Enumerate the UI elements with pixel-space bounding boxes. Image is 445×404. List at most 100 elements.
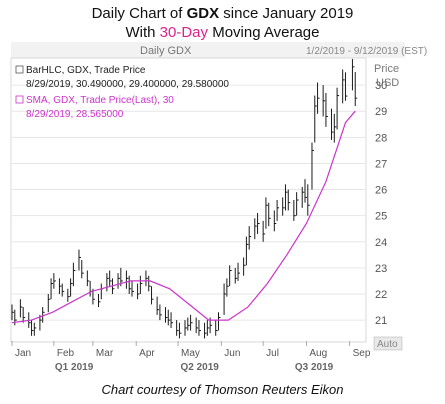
price-bar-2019-06-21	[248, 226, 252, 250]
price-bar-2019-03-05	[98, 294, 101, 308]
y-tick-label-27: 27	[375, 158, 387, 170]
y-tick-label-26: 26	[375, 185, 387, 197]
y-axis-ticks: 21 22 23 24 25 26 27 28 29 30	[375, 80, 387, 327]
price-bar-2019-08-05	[311, 142, 314, 190]
y-tick-label-30: 30	[375, 80, 387, 92]
legend-price-label: BarHLC, GDX, Trade Price	[26, 65, 146, 76]
price-bar-2019-04-02	[137, 283, 140, 300]
price-bar-2019-06-19	[245, 236, 249, 266]
chart-title: Daily Chart of GDX since January 2019 Wi…	[0, 4, 445, 42]
price-bar-2019-06-25	[254, 218, 257, 240]
price-bar-2019-04-04	[139, 275, 143, 294]
price-bar-2019-03-11	[106, 273, 109, 292]
panel-header	[11, 42, 405, 58]
price-bar-2019-04-30	[176, 320, 179, 336]
subtitle-highlight: 30-Day	[159, 24, 209, 41]
price-bar-2019-02-13	[70, 278, 73, 297]
auto-scale-button[interactable]	[373, 336, 403, 351]
price-bar-2019-03-25	[125, 270, 129, 289]
x-tick-label-Aug: Aug	[309, 348, 327, 359]
price-bar-2019-05-14	[195, 317, 199, 334]
price-bar-2019-09-05	[354, 72, 358, 106]
x-axis-ticks: Jan Feb Mar Apr May Jun Jul Aug Sep	[11, 341, 371, 359]
price-bar-2019-07-03	[265, 197, 268, 229]
price-bar-2019-06-13	[237, 262, 241, 281]
price-bar-2019-01-30	[50, 278, 54, 300]
price-bar-2019-02-19	[78, 249, 81, 271]
price-bar-2019-05-02	[178, 322, 182, 339]
title-line-2: With 30-Day Moving Average	[0, 23, 445, 42]
price-bars	[11, 59, 358, 339]
price-bar-2019-07-09	[273, 210, 277, 232]
y-tick-label-29: 29	[375, 106, 387, 118]
x-tick-label-Jan: Jan	[15, 348, 31, 359]
price-bar-2019-01-16	[31, 320, 34, 336]
price-bar-2019-05-28	[215, 320, 218, 336]
auto-scale-label: Auto	[377, 339, 398, 350]
legend-price-swatch	[15, 65, 24, 74]
x-quarter-label-0: Q1 2019	[55, 362, 94, 373]
x-tick-label-Feb: Feb	[57, 348, 75, 359]
x-tick-label-May: May	[181, 348, 200, 359]
price-bar-2019-08-23	[336, 87, 340, 130]
price-bar-2019-04-18	[159, 304, 162, 321]
price-bar-2019-01-28	[47, 294, 51, 313]
price-bar-2019-08-15	[325, 92, 328, 127]
x-tick-label-Mar: Mar	[96, 348, 114, 359]
price-bar-2019-05-16	[198, 320, 201, 336]
price-bar-2019-03-19	[117, 273, 121, 289]
legend-sma-swatch	[15, 95, 24, 104]
legend-sma-values: 8/29/2019, 28.565000	[26, 109, 124, 120]
price-bar-2019-01-10	[22, 307, 26, 323]
price-bar-2019-04-10	[148, 275, 151, 292]
price-bar-2019-02-01	[53, 273, 56, 289]
chart-credit: Chart courtesy of Thomson Reuters Eikon	[101, 382, 344, 397]
price-bar-2019-08-09	[317, 82, 320, 114]
price-bar-2019-07-19	[287, 189, 291, 211]
price-bar-2019-07-05	[268, 202, 271, 227]
x-tick-label-Sep: Sep	[353, 348, 371, 359]
price-bar-2019-08-29	[344, 72, 348, 101]
price-bar-2019-09-03	[351, 59, 355, 91]
title-ticker: GDX	[186, 5, 220, 22]
price-bar-2019-07-23	[293, 200, 296, 221]
panel-title: Daily GDX	[140, 45, 192, 57]
price-bar-2019-08-02	[307, 184, 310, 216]
x-tick-label-Jun: Jun	[224, 348, 240, 359]
price-bar-2019-07-31	[304, 179, 308, 203]
price-bar-2019-08-07	[314, 95, 317, 143]
title-line-1: Daily Chart of GDX since January 2019	[0, 4, 445, 23]
subtitle-suffix: Moving Average	[208, 24, 320, 41]
sma-line	[11, 110, 356, 324]
price-axis-label: Price	[374, 63, 399, 75]
y-tick-label-22: 22	[375, 289, 387, 301]
price-bar-2019-04-26	[170, 312, 174, 328]
price-bar-2019-08-19	[331, 108, 334, 140]
x-tick-label-Jul: Jul	[266, 348, 279, 359]
price-chart: Daily GDX 1/2/2019 - 9/12/2019 (EST) Pri…	[10, 42, 427, 373]
price-bar-2019-08-27	[342, 69, 345, 104]
legend: BarHLC, GDX, Trade Price 8/29/2019, 30.4…	[15, 65, 229, 120]
title-suffix: since January 2019	[219, 5, 354, 22]
price-bar-2019-07-17	[284, 184, 288, 211]
price-bar-2019-05-20	[204, 322, 207, 339]
panel-date-range: 1/2/2019 - 9/12/2019 (EST)	[306, 46, 427, 57]
y-tick-label-25: 25	[375, 211, 387, 223]
price-bar-2019-07-25	[296, 192, 299, 216]
price-bar-2019-05-06	[184, 320, 188, 336]
price-bar-2019-02-05	[58, 278, 62, 294]
x-tick-label-Apr: Apr	[139, 348, 155, 359]
price-bar-2019-04-12	[151, 286, 154, 305]
price-bar-2019-07-15	[282, 197, 285, 216]
legend-price-values: 8/29/2019, 30.490000, 29.400000, 29.5800…	[26, 79, 229, 90]
price-bar-2019-04-22	[164, 307, 168, 323]
x-quarter-label-2: Q3 2019	[295, 362, 334, 373]
price-bar-2019-03-13	[109, 270, 112, 287]
price-bar-2019-01-08	[19, 299, 23, 318]
price-bar-2019-08-13	[322, 85, 326, 117]
x-quarter-label-1: Q2 2019	[180, 362, 219, 373]
title-prefix: Daily Chart of	[91, 5, 187, 22]
price-bar-2019-05-08	[187, 317, 190, 331]
price-bar-2019-02-07	[61, 283, 65, 297]
price-bar-2019-04-16	[156, 296, 160, 315]
